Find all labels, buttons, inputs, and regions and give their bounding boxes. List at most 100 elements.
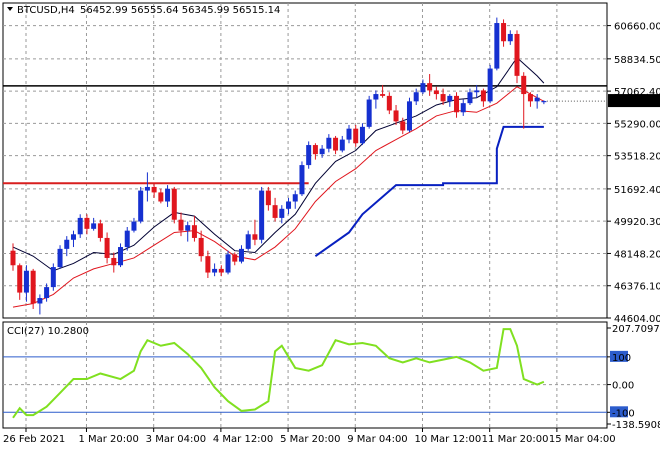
candle <box>10 243 16 271</box>
candle-body <box>326 137 332 149</box>
candle-body <box>77 217 83 235</box>
candle-body <box>265 190 271 206</box>
candle-body <box>252 234 258 240</box>
candle-body <box>474 90 480 93</box>
candle <box>111 252 117 273</box>
candle-body <box>433 90 439 95</box>
candle <box>252 219 258 246</box>
candle <box>501 19 507 47</box>
candle-body <box>44 287 50 299</box>
price-axis: 60660.00 58834.50 57062.40 55290.00 53518.20… <box>607 22 660 325</box>
candle-body <box>487 68 493 102</box>
cci-title: CCI(27) 10.2800 <box>7 326 89 337</box>
candle-body <box>84 217 90 229</box>
candle-body <box>514 33 520 76</box>
candle <box>17 263 23 300</box>
time-tick-label: 9 Mar 04:00 <box>347 434 407 445</box>
time-axis: 26 Feb 2021 1 Mar 20:00 3 Mar 04:00 4 Mar 1… <box>3 428 616 445</box>
candle-body <box>171 188 177 220</box>
price-tick-label: 51692.40 <box>614 185 660 196</box>
candle-body <box>507 33 513 42</box>
candle <box>527 92 533 107</box>
candle <box>245 230 251 251</box>
price-tick-label: 48148.20 <box>614 249 660 260</box>
candle <box>205 250 211 279</box>
candle-body <box>420 83 426 93</box>
candle <box>447 94 453 107</box>
time-tick-label: 1 Mar 20:00 <box>78 434 138 445</box>
candle-body <box>232 254 238 262</box>
candle-body <box>413 92 419 102</box>
candle <box>427 74 433 96</box>
candle-body <box>144 186 150 191</box>
candle <box>198 230 204 262</box>
candle <box>50 263 56 291</box>
candle <box>97 219 103 242</box>
time-tick-label: 3 Mar 04:00 <box>146 434 206 445</box>
candle <box>158 188 164 204</box>
time-tick-label: 10 Mar 12:00 <box>414 434 481 445</box>
candle <box>171 186 177 224</box>
candle <box>380 84 386 98</box>
price-tick-label: 57062.40 <box>614 87 660 98</box>
candle-body <box>238 248 244 262</box>
time-tick-label: 5 Mar 20:00 <box>280 434 340 445</box>
candle <box>84 214 90 235</box>
candle <box>151 183 157 198</box>
candle-body <box>10 250 16 266</box>
time-tick-label: 4 Mar 12:00 <box>213 434 273 445</box>
candle-body <box>460 103 466 113</box>
candle-body <box>57 248 63 268</box>
candle-body <box>299 165 305 195</box>
candle-body <box>118 247 124 266</box>
candle <box>178 212 184 237</box>
candle <box>131 217 137 233</box>
candle <box>44 283 50 302</box>
cci-tick-label: 100 <box>612 353 631 364</box>
cci-level-tag <box>610 350 628 362</box>
candle <box>118 243 124 268</box>
candle <box>299 161 305 197</box>
candle-body <box>165 188 171 202</box>
candle <box>433 86 439 100</box>
candle-body <box>185 225 191 231</box>
candle-body <box>138 190 144 222</box>
candle <box>541 100 547 105</box>
candle-body <box>198 237 204 257</box>
price-tick-label: 55290.00 <box>614 119 660 130</box>
candle <box>480 88 486 107</box>
candle <box>413 88 419 105</box>
cci-tick-label: -138.5908 <box>612 420 660 431</box>
symbol-label: BTCUSD,H4 <box>17 5 75 16</box>
candle-body <box>178 219 184 231</box>
candle-body <box>23 270 29 293</box>
candle <box>292 190 298 209</box>
time-tick-label: 15 Mar 04:00 <box>549 434 616 445</box>
candle <box>460 99 466 116</box>
candle-body <box>353 128 359 144</box>
candle <box>386 92 392 115</box>
collapse-arrow-icon[interactable] <box>7 7 13 11</box>
candle <box>265 186 271 211</box>
candle <box>406 97 412 133</box>
candle-body <box>527 94 533 102</box>
candle-body <box>272 205 278 218</box>
ma-fast-line <box>12 56 545 272</box>
candle-body <box>501 23 507 42</box>
candle-body <box>205 256 211 273</box>
candle <box>353 125 359 147</box>
price-tick-label: 53518.20 <box>614 152 660 163</box>
candle-body <box>225 254 231 273</box>
candle <box>440 88 446 105</box>
candle <box>218 265 224 277</box>
candle <box>279 205 285 224</box>
candle-body <box>158 192 164 202</box>
candle <box>124 227 130 251</box>
candle-body <box>521 75 527 95</box>
candle-body <box>131 221 137 231</box>
support-line <box>314 125 544 257</box>
candle-body <box>292 194 298 202</box>
candle-body <box>306 145 312 166</box>
candle-body <box>319 148 325 155</box>
